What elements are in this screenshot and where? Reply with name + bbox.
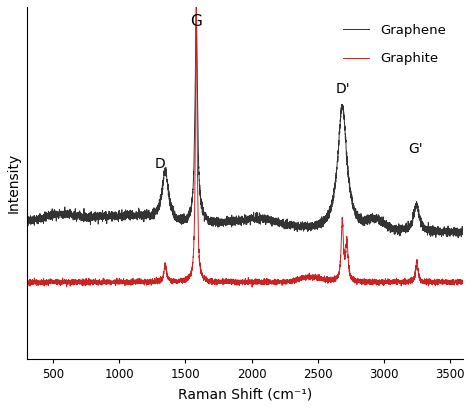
Text: G': G': [409, 142, 423, 156]
Graphite: [188, 268, 194, 273]
Graphene: [456, 235, 461, 240]
Text: D: D: [155, 157, 165, 171]
Graphene: [461, 231, 466, 236]
Graphite: [249, 285, 255, 290]
Graphite: [457, 282, 463, 286]
Graphene: [219, 217, 225, 222]
Line: Graphene: Graphene: [27, 15, 464, 238]
Graphene: [188, 204, 194, 208]
Graphite: [461, 279, 466, 284]
X-axis label: Raman Shift (cm⁻¹): Raman Shift (cm⁻¹): [178, 387, 312, 401]
Graphene: [125, 211, 131, 216]
Graphite: [24, 279, 29, 284]
Graphite: [125, 279, 131, 284]
Graphite: [219, 279, 225, 284]
Graphene: [130, 214, 136, 219]
Text: G: G: [190, 14, 202, 29]
Legend: Graphene, Graphite: Graphene, Graphite: [337, 17, 453, 72]
Graphene: [193, 12, 199, 17]
Line: Graphite: Graphite: [27, 0, 464, 287]
Graphene: [457, 226, 463, 231]
Graphene: [24, 218, 29, 223]
Text: D': D': [336, 82, 350, 96]
Graphite: [128, 279, 133, 284]
Y-axis label: Intensity: Intensity: [7, 153, 21, 213]
Graphite: [130, 279, 136, 284]
Graphene: [128, 211, 133, 215]
